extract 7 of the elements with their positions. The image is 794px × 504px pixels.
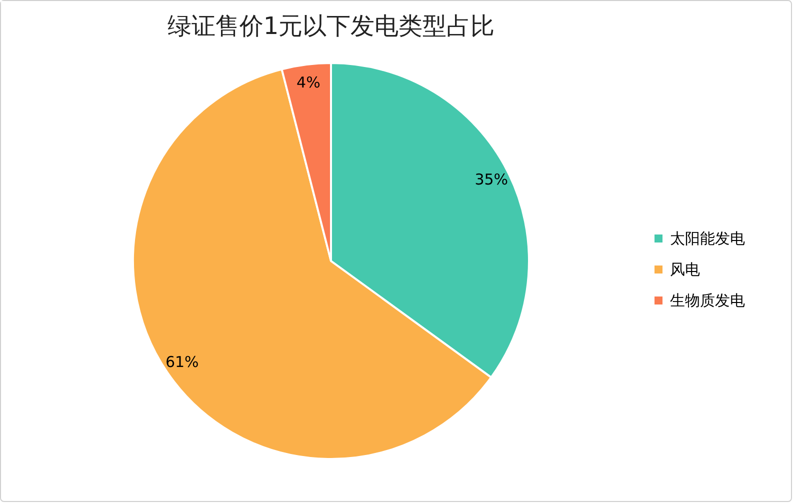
data-label: 35%: [474, 170, 508, 188]
chart-title: 绿证售价1元以下发电类型占比: [167, 12, 495, 40]
legend-label: 生物质发电: [670, 292, 745, 310]
legend-label: 太阳能发电: [670, 230, 745, 248]
data-label: 61%: [165, 353, 199, 372]
legend-label: 风电: [670, 260, 700, 278]
data-label: 4%: [296, 73, 320, 92]
